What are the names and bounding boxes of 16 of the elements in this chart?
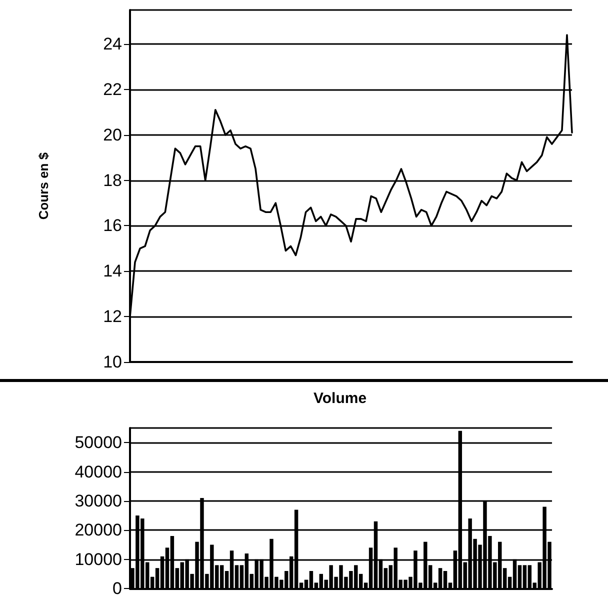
y-tick-label: 20000: [74, 520, 122, 540]
y-tick-label: 18: [103, 170, 122, 190]
y-tick-label: 40000: [74, 462, 122, 482]
y-tick-label: 20: [103, 125, 122, 144]
y-tick-label: 22: [103, 80, 122, 99]
y-axis-title: Cours en $: [36, 152, 51, 220]
y-tick-label: 12: [103, 307, 122, 326]
y-tick-label: 50000: [74, 433, 122, 452]
y-tick-label: 0: [112, 579, 122, 597]
y-tick-label: 24: [103, 34, 122, 54]
chart-title: Volume: [313, 390, 367, 407]
y-tick-label: 30000: [74, 491, 122, 510]
y-tick-label: 16: [103, 216, 122, 236]
y-tick-label: 14: [103, 262, 122, 281]
y-tick-label: 10000: [74, 550, 122, 569]
y-tick-label: 10: [103, 352, 122, 372]
